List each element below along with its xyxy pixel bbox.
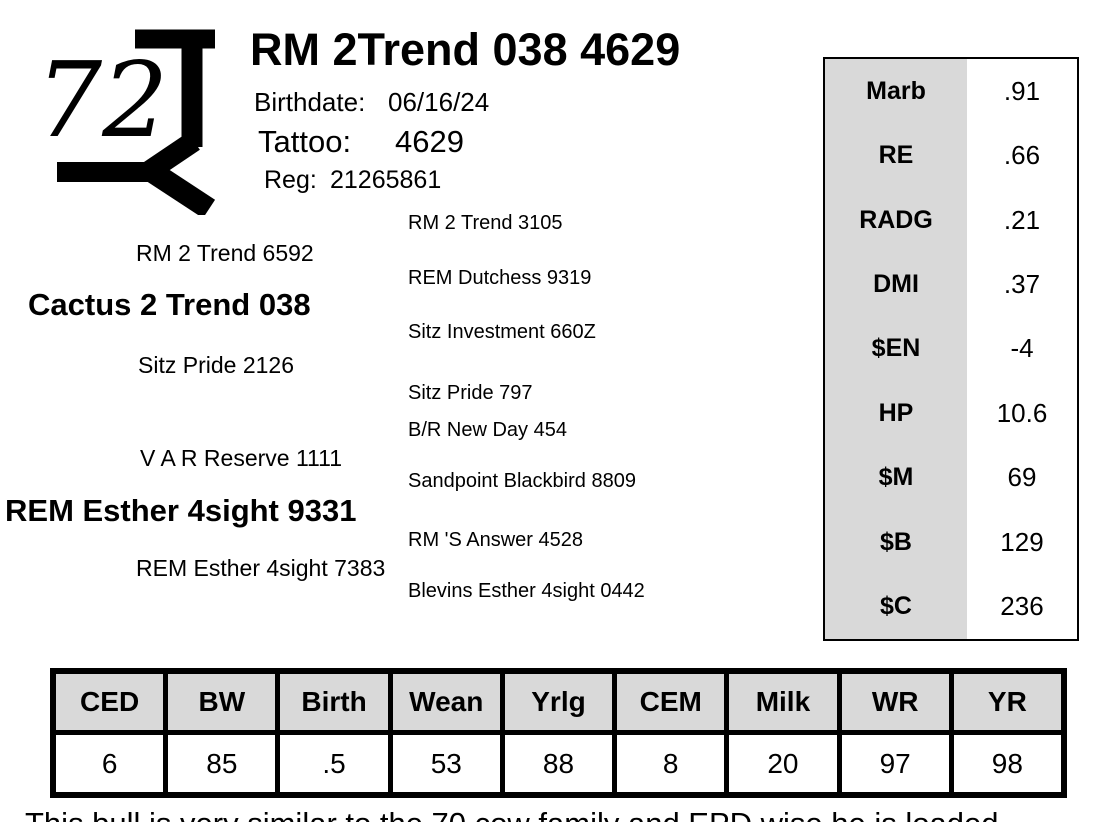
epd-row-hp: HP 10.6 — [825, 381, 1077, 446]
epd-row-marb: Marb .91 — [825, 59, 1077, 124]
epd-value-en: -4 — [1010, 333, 1034, 364]
lot-number: 72 — [36, 39, 169, 161]
perf-value-yrlg: 88 — [504, 735, 613, 792]
perf-value-birth: .5 — [280, 735, 388, 792]
epd-row-m: $M 69 — [825, 445, 1077, 511]
reg-number-value: 21265861 — [330, 166, 442, 194]
pedigree-dam-dam-dam: Blevins Esther 4sight 0442 — [408, 580, 645, 602]
pedigree-sire-name: Cactus 2 Trend 038 — [28, 287, 311, 322]
perf-header-wr: WR — [841, 674, 949, 730]
epd-value-re: .66 — [1003, 140, 1041, 171]
perf-header-yr: YR — [953, 674, 1061, 730]
footnote-text: This bull is very similar to the 70 cow … — [25, 806, 998, 822]
tattoo-value: 4629 — [395, 124, 464, 159]
birthdate-value: 06/16/24 — [388, 87, 490, 117]
perf-value-wean: 53 — [392, 735, 500, 792]
epd-row-b: $B 129 — [825, 510, 1077, 575]
pedigree-dam-sire-dam: Sandpoint Blackbird 8809 — [408, 470, 636, 492]
pedigree-dam-sire-sire: B/R New Day 454 — [408, 419, 567, 441]
perf-header-birth: Birth — [280, 674, 388, 730]
perf-value-yr: 98 — [953, 735, 1061, 792]
tattoo-label: Tattoo: — [258, 124, 352, 159]
epd-row-dmi: DMI .37 — [825, 252, 1077, 317]
pedigree-dam-sire: V A R Reserve 1111 — [140, 445, 343, 471]
perf-header-ced: CED — [56, 674, 164, 730]
epd-value-hp: 10.6 — [996, 397, 1048, 428]
epd-row-re: RE .66 — [825, 123, 1077, 188]
reg-label: Reg: — [264, 166, 317, 194]
epd-value-m: 69 — [1007, 462, 1037, 493]
perf-value-bw: 85 — [168, 735, 276, 792]
pedigree-sire-sire-dam: REM Dutchess 9319 — [408, 267, 592, 289]
epd-row-radg: RADG .21 — [825, 187, 1077, 253]
performance-table: CED BW Birth Wean Yrlg CEM Milk WR YR 6 … — [50, 668, 1067, 798]
epd-label-b: $B — [825, 510, 967, 575]
epd-value-marb: .91 — [1003, 75, 1041, 106]
pedigree-sire-dam-dam: Sitz Pride 797 — [408, 382, 533, 404]
pedigree-dam-dam: REM Esther 4sight 7383 — [136, 555, 386, 581]
epd-value-dmi: .37 — [1003, 269, 1041, 300]
perf-header-bw: BW — [168, 674, 276, 730]
perf-header-yrlg: Yrlg — [504, 674, 613, 730]
pedigree-dam-dam-sire: RM 'S Answer 4528 — [408, 529, 584, 551]
epd-value-b: 129 — [1000, 526, 1044, 557]
epd-value-c: 236 — [1000, 591, 1044, 622]
perf-value-cem: 8 — [617, 735, 725, 792]
epd-value-radg: .21 — [1003, 204, 1041, 235]
pedigree-sire-dam: Sitz Pride 2126 — [138, 352, 294, 378]
pedigree-sire-sire-sire: RM 2 Trend 3105 — [408, 212, 563, 234]
ranch-brand-icon — [55, 20, 245, 220]
perf-header-wean: Wean — [392, 674, 500, 730]
pedigree-sire-sire: RM 2 Trend 6592 — [136, 240, 314, 266]
perf-value-wr: 97 — [841, 735, 949, 792]
pedigree-sire-dam-sire: Sitz Investment 660Z — [408, 321, 596, 343]
perf-header-milk: Milk — [729, 674, 837, 730]
epd-label-hp: HP — [825, 381, 967, 446]
animal-name-title: RM 2Trend 038 4629 — [250, 24, 681, 75]
epd-label-c: $C — [825, 574, 967, 639]
epd-label-m: $M — [825, 445, 967, 511]
perf-value-milk: 20 — [729, 735, 837, 792]
perf-header-cem: CEM — [617, 674, 725, 730]
epd-row-c: $C 236 — [825, 574, 1077, 639]
epd-table: Marb .91 RE .66 RADG .21 DMI .37 $EN -4 … — [823, 57, 1079, 641]
epd-label-en: $EN — [825, 316, 967, 382]
pedigree-dam-name: REM Esther 4sight 9331 — [5, 493, 357, 528]
epd-label-marb: Marb — [825, 59, 967, 124]
epd-row-en: $EN -4 — [825, 316, 1077, 382]
birthdate-label: Birthdate: — [254, 87, 366, 117]
epd-label-radg: RADG — [825, 187, 967, 253]
perf-value-ced: 6 — [56, 735, 164, 792]
epd-label-re: RE — [825, 123, 967, 188]
epd-label-dmi: DMI — [825, 252, 967, 317]
